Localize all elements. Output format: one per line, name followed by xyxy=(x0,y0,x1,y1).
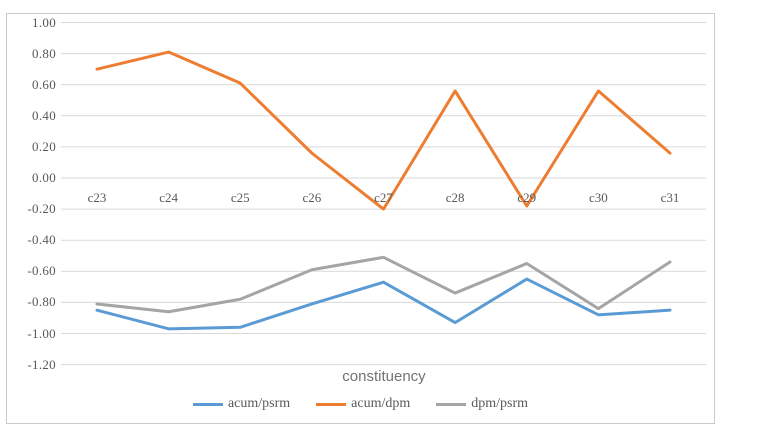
y-tick-label: 0.60 xyxy=(0,77,56,93)
series-line-acum-dpm xyxy=(97,52,670,209)
y-tick-label: -1.20 xyxy=(0,357,56,373)
x-tick-label: c30 xyxy=(566,190,630,206)
y-tick-label: -1.00 xyxy=(0,326,56,342)
x-tick-label: c28 xyxy=(423,190,487,206)
x-axis-title: constituency xyxy=(284,368,484,386)
series-line-acum-psrm xyxy=(97,279,670,329)
x-tick-label: c25 xyxy=(208,190,272,206)
legend-label: acum/psrm xyxy=(228,395,290,413)
legend-item-acum-dpm: acum/dpm xyxy=(316,395,410,413)
y-tick-label: 0.00 xyxy=(0,170,56,186)
x-tick-label: c31 xyxy=(638,190,702,206)
y-tick-label: 0.80 xyxy=(0,46,56,62)
y-tick-label: 1.00 xyxy=(0,15,56,31)
y-tick-label: -0.40 xyxy=(0,232,56,248)
y-tick-label: 0.40 xyxy=(0,108,56,124)
x-tick-label: c27 xyxy=(352,190,416,206)
y-tick-label: -0.60 xyxy=(0,263,56,279)
legend-item-dpm-psrm: dpm/psrm xyxy=(436,395,528,413)
legend-line-swatch-orange xyxy=(316,403,346,406)
x-tick-label: c23 xyxy=(65,190,129,206)
legend-label: acum/dpm xyxy=(351,395,410,413)
y-tick-label: -0.20 xyxy=(0,201,56,217)
x-tick-label: c29 xyxy=(495,190,559,206)
y-tick-label: -0.80 xyxy=(0,294,56,310)
legend-line-swatch-gray xyxy=(436,403,466,406)
chart-figure: 1.00 0.80 0.60 0.40 0.20 0.00 -0.20 -0.40 -0.60 -… xyxy=(0,0,768,444)
legend: acum/psrm acum/dpm dpm/psrm xyxy=(6,394,715,414)
legend-line-swatch-blue xyxy=(193,403,223,406)
x-tick-label: c24 xyxy=(137,190,201,206)
legend-label: dpm/psrm xyxy=(471,395,528,413)
legend-item-acum-psrm: acum/psrm xyxy=(193,395,290,413)
x-tick-label: c26 xyxy=(280,190,344,206)
y-tick-label: 0.20 xyxy=(0,139,56,155)
series-line-dpm-psrm xyxy=(97,257,670,311)
